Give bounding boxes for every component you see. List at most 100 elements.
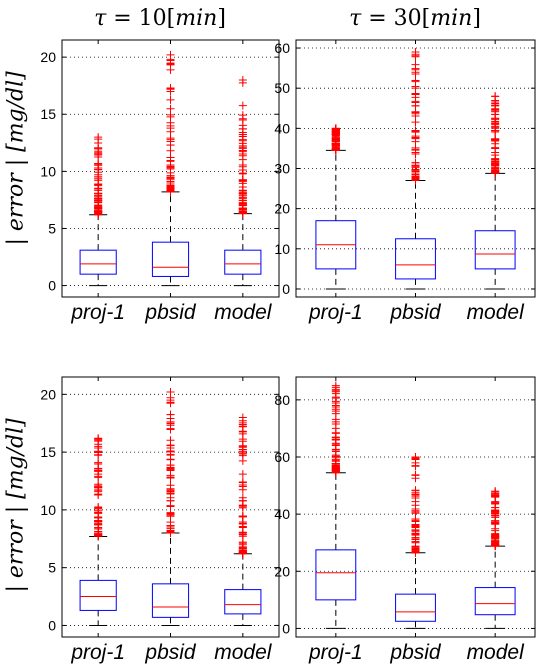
outlier-marker <box>166 436 175 445</box>
iqr-box <box>224 589 262 615</box>
outlier-marker <box>238 548 247 557</box>
outlier-marker <box>411 111 420 120</box>
outlier-marker <box>238 175 247 184</box>
iqr-box <box>474 587 516 616</box>
outlier-marker <box>491 160 500 169</box>
outlier-marker <box>238 186 247 195</box>
outlier-marker <box>166 95 175 104</box>
iqr-box <box>395 593 436 622</box>
outlier-marker <box>94 208 103 217</box>
outlier-marker <box>166 501 175 510</box>
outlier-marker <box>411 493 420 502</box>
outlier-marker <box>411 176 420 185</box>
y-tick-label: 0 <box>48 278 56 294</box>
outlier-marker <box>238 478 247 487</box>
x-category-label: proj-1 <box>308 301 363 324</box>
outlier-marker <box>491 126 500 135</box>
y-tick-label: 20 <box>40 386 56 402</box>
x-category-label: proj-1 <box>70 301 125 324</box>
outlier-marker <box>491 542 500 551</box>
x-category-label: model <box>214 301 273 324</box>
y-tick-label: 10 <box>274 241 290 257</box>
outlier-marker <box>238 435 247 444</box>
tau-symbol: τ <box>349 6 362 31</box>
outlier-marker <box>166 463 175 472</box>
outlier-marker <box>166 60 175 69</box>
outlier-marker <box>94 466 103 475</box>
outlier-marker <box>94 143 103 152</box>
outlier-marker <box>238 132 247 141</box>
outlier-marker <box>411 82 420 91</box>
outlier-marker <box>94 458 103 467</box>
outlier-marker <box>94 434 103 443</box>
outlier-marker <box>331 435 340 444</box>
outlier-marker <box>491 168 500 177</box>
outlier-marker <box>94 520 103 529</box>
y-tick-label: 40 <box>274 506 290 522</box>
outlier-marker <box>411 462 420 471</box>
outlier-marker <box>94 153 103 162</box>
title-close: ] <box>472 6 481 31</box>
outlier-marker <box>411 90 420 99</box>
x-category-label: model <box>467 641 526 664</box>
y-tick-label: 0 <box>48 617 56 633</box>
outlier-marker <box>411 470 420 479</box>
x-category-label: pbsid <box>389 641 442 664</box>
outlier-marker <box>331 446 340 455</box>
title-unit: min <box>175 6 218 31</box>
outlier-marker <box>331 144 340 153</box>
outlier-marker <box>166 528 175 537</box>
outlier-marker <box>166 140 175 149</box>
outlier-marker <box>166 175 175 184</box>
outlier-marker <box>491 151 500 160</box>
outlier-marker <box>166 398 175 407</box>
column-title-left: τ = 10[min] <box>45 6 275 31</box>
outlier-marker <box>238 101 247 110</box>
iqr-box <box>315 549 357 601</box>
y-tick-label: 15 <box>40 106 56 122</box>
title-unit: min <box>430 6 473 31</box>
outlier-marker <box>166 509 175 518</box>
outlier-marker <box>491 487 500 496</box>
outlier-marker <box>166 127 175 136</box>
y-tick-label: 60 <box>274 449 290 465</box>
outlier-marker <box>238 413 247 422</box>
x-category-label: proj-1 <box>308 641 363 664</box>
outlier-marker <box>491 530 500 539</box>
outlier-marker <box>94 451 103 460</box>
outlier-marker <box>411 535 420 544</box>
outlier-marker <box>411 101 420 110</box>
outlier-marker <box>238 150 247 159</box>
outlier-marker <box>491 92 500 101</box>
outlier-marker <box>238 530 247 539</box>
outlier-marker <box>411 48 420 57</box>
outlier-marker <box>166 487 175 496</box>
outlier-marker <box>166 450 175 459</box>
outlier-marker <box>238 470 247 479</box>
x-category-label: model <box>467 301 526 324</box>
outlier-marker <box>166 473 175 482</box>
outlier-marker <box>166 414 175 423</box>
y-tick-label: 0 <box>282 281 290 297</box>
outlier-marker <box>491 119 500 128</box>
outlier-marker <box>411 145 420 154</box>
outlier-marker <box>94 480 103 489</box>
outlier-marker <box>238 166 247 175</box>
outlier-marker <box>238 114 247 123</box>
outlier-marker <box>238 207 247 216</box>
outlier-marker <box>411 547 420 556</box>
outlier-marker <box>166 185 175 194</box>
outlier-marker <box>238 75 247 84</box>
outlier-marker <box>238 139 247 148</box>
y-tick-label: 80 <box>274 392 290 408</box>
outlier-marker <box>331 407 340 416</box>
outlier-marker <box>491 137 500 146</box>
outlier-marker <box>411 514 420 523</box>
y-tick-label: 5 <box>48 560 56 576</box>
outlier-marker <box>411 65 420 74</box>
outlier-marker <box>491 110 500 119</box>
outlier-marker <box>238 445 247 454</box>
title-equals: = 10[ <box>106 6 176 31</box>
y-tick-label: 10 <box>40 502 56 518</box>
iqr-box <box>151 583 190 618</box>
